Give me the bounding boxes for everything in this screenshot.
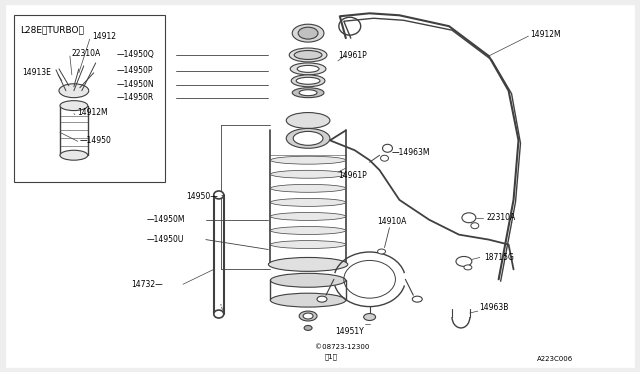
Ellipse shape <box>289 48 327 62</box>
Ellipse shape <box>462 213 476 223</box>
Text: —14950N: —14950N <box>116 80 154 89</box>
Ellipse shape <box>471 223 479 229</box>
Text: ©08723-12300: ©08723-12300 <box>315 344 369 350</box>
Text: —14950: —14950 <box>80 136 112 145</box>
Ellipse shape <box>303 313 313 319</box>
Ellipse shape <box>270 241 346 248</box>
Ellipse shape <box>298 27 318 39</box>
Text: 14961P: 14961P <box>338 51 367 61</box>
Text: 14912M: 14912M <box>531 30 561 39</box>
Text: 14732—: 14732— <box>131 280 163 289</box>
Ellipse shape <box>294 51 322 60</box>
Ellipse shape <box>412 296 422 302</box>
Text: —14950M: —14950M <box>147 215 185 224</box>
Text: —14950R: —14950R <box>116 93 154 102</box>
Ellipse shape <box>270 185 346 192</box>
Text: 14912: 14912 <box>92 32 116 41</box>
Ellipse shape <box>60 101 88 110</box>
Ellipse shape <box>270 273 346 287</box>
Ellipse shape <box>270 212 346 220</box>
Ellipse shape <box>296 77 320 84</box>
Text: 22310A: 22310A <box>72 48 101 58</box>
Ellipse shape <box>270 293 346 307</box>
Text: （1）: （1） <box>325 353 338 360</box>
Text: —14950P: —14950P <box>116 66 153 76</box>
Ellipse shape <box>464 265 472 270</box>
Text: 14951Y: 14951Y <box>335 327 364 336</box>
Ellipse shape <box>59 84 89 98</box>
Ellipse shape <box>270 227 346 234</box>
Text: L28E（TURBO）: L28E（TURBO） <box>20 25 84 34</box>
Text: 14963B: 14963B <box>479 302 508 312</box>
Text: 14913E: 14913E <box>22 68 51 77</box>
Text: 22310A: 22310A <box>487 213 516 222</box>
Ellipse shape <box>268 257 348 271</box>
Ellipse shape <box>317 296 327 302</box>
Text: 18715G: 18715G <box>484 253 514 262</box>
Ellipse shape <box>290 63 326 75</box>
Ellipse shape <box>286 128 330 148</box>
Ellipse shape <box>378 249 385 254</box>
Text: 14912M: 14912M <box>77 108 108 117</box>
Text: —14950U: —14950U <box>147 235 184 244</box>
Ellipse shape <box>270 170 346 178</box>
Ellipse shape <box>286 113 330 128</box>
Ellipse shape <box>291 75 325 87</box>
Ellipse shape <box>292 24 324 42</box>
Text: —14963M: —14963M <box>392 148 430 157</box>
Ellipse shape <box>214 191 224 199</box>
Ellipse shape <box>270 198 346 206</box>
Ellipse shape <box>292 88 324 98</box>
Ellipse shape <box>383 144 392 152</box>
Text: 14950—: 14950— <box>186 192 218 201</box>
Ellipse shape <box>299 311 317 321</box>
Ellipse shape <box>304 326 312 330</box>
Ellipse shape <box>299 90 317 96</box>
Bar <box>14 15 165 182</box>
Ellipse shape <box>364 314 376 321</box>
Text: A223C006: A223C006 <box>537 356 573 362</box>
Ellipse shape <box>214 310 224 318</box>
Ellipse shape <box>456 256 472 266</box>
Ellipse shape <box>381 155 388 161</box>
Ellipse shape <box>293 131 323 145</box>
Ellipse shape <box>297 65 319 73</box>
Ellipse shape <box>60 150 88 160</box>
Text: 14910A: 14910A <box>378 217 407 226</box>
Text: —14950Q: —14950Q <box>116 51 154 60</box>
Ellipse shape <box>270 156 346 164</box>
Ellipse shape <box>339 17 361 35</box>
Text: 14961P: 14961P <box>338 171 367 180</box>
